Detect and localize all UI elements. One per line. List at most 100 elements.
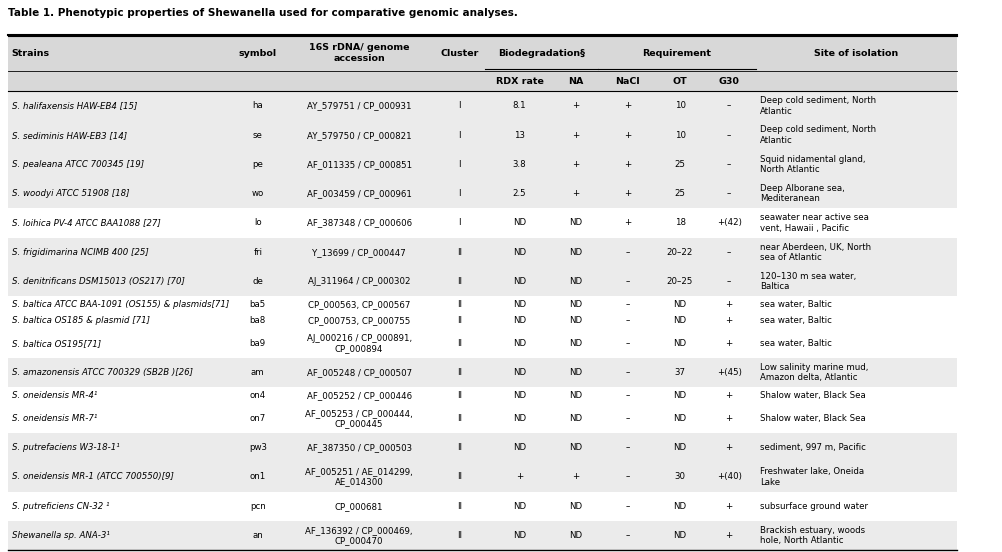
Text: AF_005251 / AE_014299,
AE_014300: AF_005251 / AE_014299, AE_014300	[305, 467, 413, 487]
Bar	[8, 521, 956, 550]
Text: S. frigidimarina NCIMB 400 [25]: S. frigidimarina NCIMB 400 [25]	[12, 248, 148, 257]
Text: ND: ND	[568, 443, 582, 452]
Text: –: –	[625, 316, 629, 325]
Text: S. baltica ATCC BAA-1091 (OS155) & plasmids[71]: S. baltica ATCC BAA-1091 (OS155) & plasm…	[12, 300, 229, 309]
Text: S. baltica OS195[71]: S. baltica OS195[71]	[12, 339, 101, 348]
Text: +: +	[623, 131, 631, 140]
Text: 25: 25	[674, 160, 684, 169]
Text: AJ_000216 / CP_000891,
CP_000894: AJ_000216 / CP_000891, CP_000894	[307, 334, 411, 353]
Text: ND: ND	[568, 316, 582, 325]
Bar	[8, 237, 956, 267]
Text: ND: ND	[512, 277, 526, 286]
Text: CP_000681: CP_000681	[335, 502, 383, 511]
Text: 30: 30	[674, 473, 684, 481]
Text: CP_000563, CP_000567: CP_000563, CP_000567	[308, 300, 410, 309]
Text: 10: 10	[674, 131, 684, 140]
Text: –: –	[726, 131, 730, 140]
Text: +: +	[724, 531, 732, 540]
Text: ND: ND	[568, 368, 582, 377]
Text: –: –	[726, 102, 730, 110]
Text: sea water, Baltic: sea water, Baltic	[760, 316, 832, 325]
Text: II: II	[457, 248, 461, 257]
Bar	[8, 433, 956, 462]
Text: an: an	[253, 531, 263, 540]
Text: S. putreficiens CN-32 ¹: S. putreficiens CN-32 ¹	[12, 502, 109, 511]
Text: AF_387348 / CP_000606: AF_387348 / CP_000606	[307, 219, 411, 227]
Bar	[8, 296, 956, 312]
Text: ND: ND	[512, 391, 526, 400]
Text: CP_000753, CP_000755: CP_000753, CP_000755	[308, 316, 410, 325]
Text: Squid nidamental gland,
North Atlantic: Squid nidamental gland, North Atlantic	[760, 155, 865, 174]
Text: 37: 37	[674, 368, 684, 377]
Bar	[8, 312, 956, 329]
Text: +: +	[724, 339, 732, 348]
Text: –: –	[726, 277, 730, 286]
Text: Y_13699 / CP_000447: Y_13699 / CP_000447	[312, 248, 406, 257]
Text: subsurface ground water: subsurface ground water	[760, 502, 868, 511]
Text: +(42): +(42)	[716, 219, 740, 227]
Text: 8.1: 8.1	[512, 102, 526, 110]
Text: II: II	[457, 414, 461, 423]
Text: AF_387350 / CP_000503: AF_387350 / CP_000503	[307, 443, 411, 452]
Text: de: de	[253, 277, 263, 286]
Text: S. woodyi ATCC 51908 [18]: S. woodyi ATCC 51908 [18]	[12, 189, 129, 198]
Text: ND: ND	[512, 502, 526, 511]
Text: II: II	[457, 391, 461, 400]
Text: I: I	[458, 160, 460, 169]
Bar	[8, 150, 956, 179]
Text: AY_579751 / CP_000931: AY_579751 / CP_000931	[307, 102, 411, 110]
Text: symbol: symbol	[238, 49, 277, 57]
Text: on1: on1	[249, 473, 266, 481]
Text: 2.5: 2.5	[512, 189, 526, 198]
Text: S. denitrificans DSM15013 (OS217) [70]: S. denitrificans DSM15013 (OS217) [70]	[12, 277, 184, 286]
Bar	[8, 404, 956, 433]
Text: II: II	[457, 473, 461, 481]
Text: ND: ND	[672, 391, 686, 400]
Text: +: +	[724, 443, 732, 452]
Bar	[8, 491, 956, 521]
Text: Table 1. Phenotypic properties of Shewanella used for comparative genomic analys: Table 1. Phenotypic properties of Shewan…	[8, 8, 517, 18]
Text: Site of isolation: Site of isolation	[814, 49, 898, 57]
Text: 20–22: 20–22	[666, 248, 692, 257]
Text: I: I	[458, 102, 460, 110]
Text: ND: ND	[672, 300, 686, 309]
Text: 10: 10	[674, 102, 684, 110]
Text: Deep cold sediment, North
Atlantic: Deep cold sediment, North Atlantic	[760, 96, 876, 115]
Text: ND: ND	[568, 300, 582, 309]
Text: on7: on7	[249, 414, 266, 423]
Text: +: +	[724, 502, 732, 511]
Text: ND: ND	[672, 443, 686, 452]
Text: II: II	[457, 531, 461, 540]
Text: Deep cold sediment, North
Atlantic: Deep cold sediment, North Atlantic	[760, 125, 876, 145]
Text: near Aberdeen, UK, North
sea of Atlantic: near Aberdeen, UK, North sea of Atlantic	[760, 242, 871, 262]
Text: seawater near active sea
vent, Hawaii , Pacific: seawater near active sea vent, Hawaii , …	[760, 213, 869, 232]
Text: ND: ND	[512, 414, 526, 423]
Text: Brackish estuary, woods
hole, North Atlantic: Brackish estuary, woods hole, North Atla…	[760, 526, 865, 545]
Text: ND: ND	[512, 368, 526, 377]
Text: –: –	[625, 339, 629, 348]
Text: S. sediminis HAW-EB3 [14]: S. sediminis HAW-EB3 [14]	[12, 131, 127, 140]
Text: +: +	[515, 473, 523, 481]
Text: S. baltica OS185 & plasmid [71]: S. baltica OS185 & plasmid [71]	[12, 316, 150, 325]
Text: ND: ND	[672, 414, 686, 423]
Bar	[8, 120, 956, 150]
Text: II: II	[457, 277, 461, 286]
Text: AF_003459 / CP_000961: AF_003459 / CP_000961	[307, 189, 411, 198]
Text: –: –	[625, 414, 629, 423]
Text: Requirement: Requirement	[642, 49, 710, 57]
Text: ND: ND	[568, 339, 582, 348]
Text: AF_011335 / CP_000851: AF_011335 / CP_000851	[307, 160, 411, 169]
Text: I: I	[458, 219, 460, 227]
Text: ND: ND	[512, 443, 526, 452]
Text: I: I	[458, 189, 460, 198]
Text: –: –	[625, 473, 629, 481]
Text: ND: ND	[512, 339, 526, 348]
Text: S. halifaxensis HAW-EB4 [15]: S. halifaxensis HAW-EB4 [15]	[12, 102, 137, 110]
Text: ba5: ba5	[249, 300, 266, 309]
Text: lo: lo	[254, 219, 262, 227]
Text: ND: ND	[672, 339, 686, 348]
Text: ha: ha	[253, 102, 263, 110]
Text: G30: G30	[718, 77, 738, 86]
Text: +: +	[623, 189, 631, 198]
Text: +: +	[571, 473, 579, 481]
